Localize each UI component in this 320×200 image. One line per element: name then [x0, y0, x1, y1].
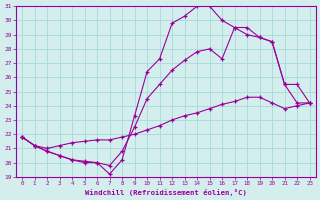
X-axis label: Windchill (Refroidissement éolien,°C): Windchill (Refroidissement éolien,°C) — [85, 189, 247, 196]
